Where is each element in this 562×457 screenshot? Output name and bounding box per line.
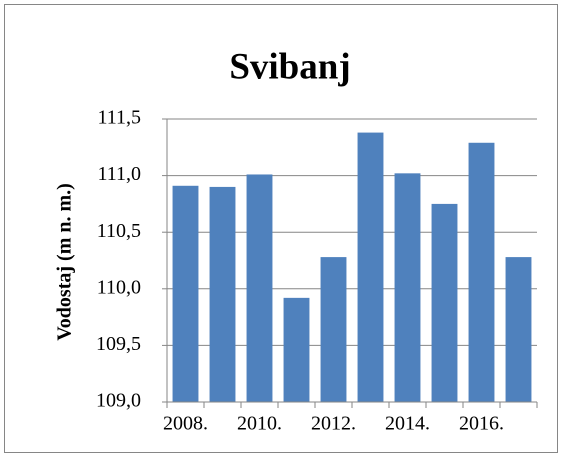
x-tick-label: 2016. — [459, 413, 504, 435]
bar — [320, 257, 347, 402]
x-tick-label: 2010. — [237, 413, 282, 435]
bar — [283, 297, 310, 402]
bar — [209, 186, 236, 402]
bar — [357, 132, 384, 403]
y-tick-label: 110,5 — [97, 220, 141, 242]
bar — [394, 173, 421, 402]
chart-frame — [4, 4, 558, 453]
bar — [246, 174, 273, 402]
bar — [505, 257, 532, 402]
y-tick-label: 109,5 — [96, 333, 141, 355]
x-tick-label: 2008. — [163, 413, 208, 435]
y-tick-label: 111,5 — [97, 107, 141, 129]
bar — [431, 203, 458, 402]
chart-title: Svibanj — [229, 46, 350, 87]
y-tick-label: 109,0 — [96, 390, 141, 412]
bar — [468, 142, 495, 402]
bar — [172, 185, 199, 402]
y-tick-label: 111,0 — [97, 163, 141, 185]
x-tick-label: 2014. — [385, 413, 430, 435]
y-tick-label: 110,0 — [97, 276, 141, 298]
y-axis-label: Vodostaj (m n. m.) — [54, 183, 76, 341]
x-tick-label: 2012. — [311, 413, 356, 435]
